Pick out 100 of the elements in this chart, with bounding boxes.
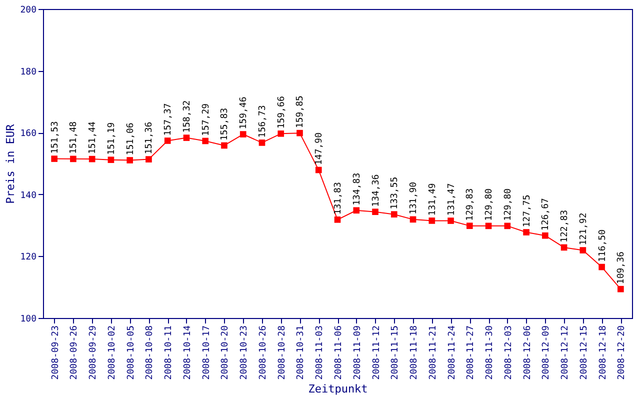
x-tick-label: 2008-11-12 — [372, 326, 382, 380]
y-tick-label: 120 — [20, 252, 36, 263]
x-tick-label: 2008-10-14 — [182, 326, 193, 380]
data-label: 151,53 — [50, 121, 60, 154]
data-label: 147,90 — [314, 132, 325, 165]
x-tick-label: 2008-11-03 — [315, 326, 326, 380]
point — [580, 247, 586, 254]
data-label: 151,19 — [106, 122, 117, 155]
x-tick-label: 2008-10-28 — [277, 326, 288, 380]
x-tick-label: 2008-10-23 — [240, 326, 250, 380]
x-tick-label: 2008-10-31 — [296, 326, 306, 380]
x-tick-label: 2008-12-09 — [542, 326, 552, 380]
point — [202, 138, 209, 144]
point — [278, 130, 284, 137]
x-tick-label: 2008-11-24 — [447, 326, 458, 380]
point — [108, 156, 114, 163]
data-label: 131,83 — [334, 182, 344, 215]
x-tick-label: 2008-11-15 — [390, 326, 401, 380]
point — [523, 229, 530, 236]
x-tick-label: 2008-11-09 — [352, 326, 363, 380]
x-tick-label: 2008-10-26 — [258, 326, 268, 380]
data-label: 131,90 — [409, 182, 420, 214]
y-tick-label: 180 — [20, 67, 36, 78]
point — [390, 211, 398, 218]
point — [183, 134, 190, 141]
point — [334, 216, 341, 223]
x-tick-label: 2008-10-11 — [164, 326, 174, 380]
y-tick-label: 140 — [20, 190, 36, 201]
x-tick-label: 2008-12-15 — [579, 326, 590, 380]
x-tick-label: 2008-10-02 — [107, 326, 118, 380]
data-label: 116,50 — [598, 230, 608, 262]
point — [542, 232, 548, 239]
data-label: 159,66 — [276, 96, 287, 129]
point — [372, 208, 378, 215]
data-label: 126,67 — [541, 198, 552, 231]
x-tick-label: 2008-11-21 — [428, 326, 438, 380]
data-label: 122,83 — [560, 210, 570, 242]
point — [466, 222, 473, 229]
x-tick-label: 2008-10-05 — [126, 326, 136, 380]
data-label: 131,49 — [428, 183, 438, 216]
data-label: 151,48 — [69, 121, 80, 154]
x-tick-label: 2008-12-12 — [560, 326, 571, 380]
data-label: 151,36 — [144, 122, 155, 154]
x-tick-label: 2008-12-20 — [617, 326, 628, 380]
data-label: 151,06 — [126, 122, 136, 156]
data-label: 121,92 — [578, 212, 589, 246]
x-tick-label: 2008-11-27 — [466, 326, 476, 380]
point — [353, 207, 360, 214]
point — [598, 264, 605, 270]
data-label: 129,80 — [484, 188, 495, 221]
y-tick-label: 200 — [20, 6, 36, 16]
point — [618, 286, 624, 292]
x-tick-label: 2008-12-03 — [504, 326, 514, 380]
x-tick-label: 2008-12-06 — [522, 326, 533, 380]
x-tick-label: 2008-11-18 — [410, 326, 420, 380]
data-label: 155,83 — [220, 108, 230, 140]
y-tick-label: 160 — [20, 129, 36, 140]
data-label: 131,47 — [446, 183, 457, 216]
point — [315, 166, 322, 174]
point — [410, 216, 416, 223]
data-label: 158,32 — [182, 100, 192, 133]
point — [88, 156, 96, 162]
x-tick-label: 2008-10-08 — [145, 326, 156, 380]
data-label: 129,83 — [466, 188, 476, 221]
x-tick-label: 2008-09-23 — [50, 326, 61, 380]
data-label: 157,29 — [201, 103, 212, 136]
x-tick-label: 2008-10-20 — [220, 326, 231, 380]
point — [485, 222, 492, 230]
point — [51, 156, 58, 162]
point — [258, 140, 266, 146]
point — [560, 244, 568, 251]
point — [504, 222, 511, 230]
point — [240, 131, 246, 138]
data-label: 157,37 — [164, 103, 174, 136]
y-axis-title: Preis in EUR — [4, 124, 18, 204]
point — [164, 138, 171, 144]
data-label: 109,36 — [616, 252, 627, 284]
data-label: 127,75 — [522, 194, 532, 228]
data-label: 134,83 — [352, 172, 362, 206]
data-label: 159,85 — [296, 96, 306, 128]
point — [126, 157, 134, 164]
point — [70, 156, 76, 162]
data-label: 156,73 — [258, 105, 268, 138]
x-axis-title: Zeitpunkt — [308, 382, 368, 396]
data-label: 134,36 — [371, 174, 382, 207]
point — [428, 218, 436, 224]
data-label: 159,46 — [239, 96, 250, 130]
x-tick-label: 2008-10-17 — [202, 326, 212, 380]
data-label: 129,80 — [503, 188, 514, 221]
data-label: 133,55 — [390, 176, 400, 210]
x-tick-label: 2008-09-29 — [88, 326, 99, 380]
data-label: 151,44 — [88, 122, 98, 154]
point — [296, 130, 303, 136]
x-tick-label: 2008-11-06 — [334, 326, 344, 380]
x-tick-label: 2008-12-18 — [598, 326, 608, 380]
y-tick-label: 100 — [20, 314, 36, 324]
point — [146, 156, 152, 162]
x-tick-label: 2008-09-26 — [70, 326, 80, 380]
x-tick-label: 2008-11-30 — [485, 326, 496, 380]
point — [221, 142, 228, 149]
